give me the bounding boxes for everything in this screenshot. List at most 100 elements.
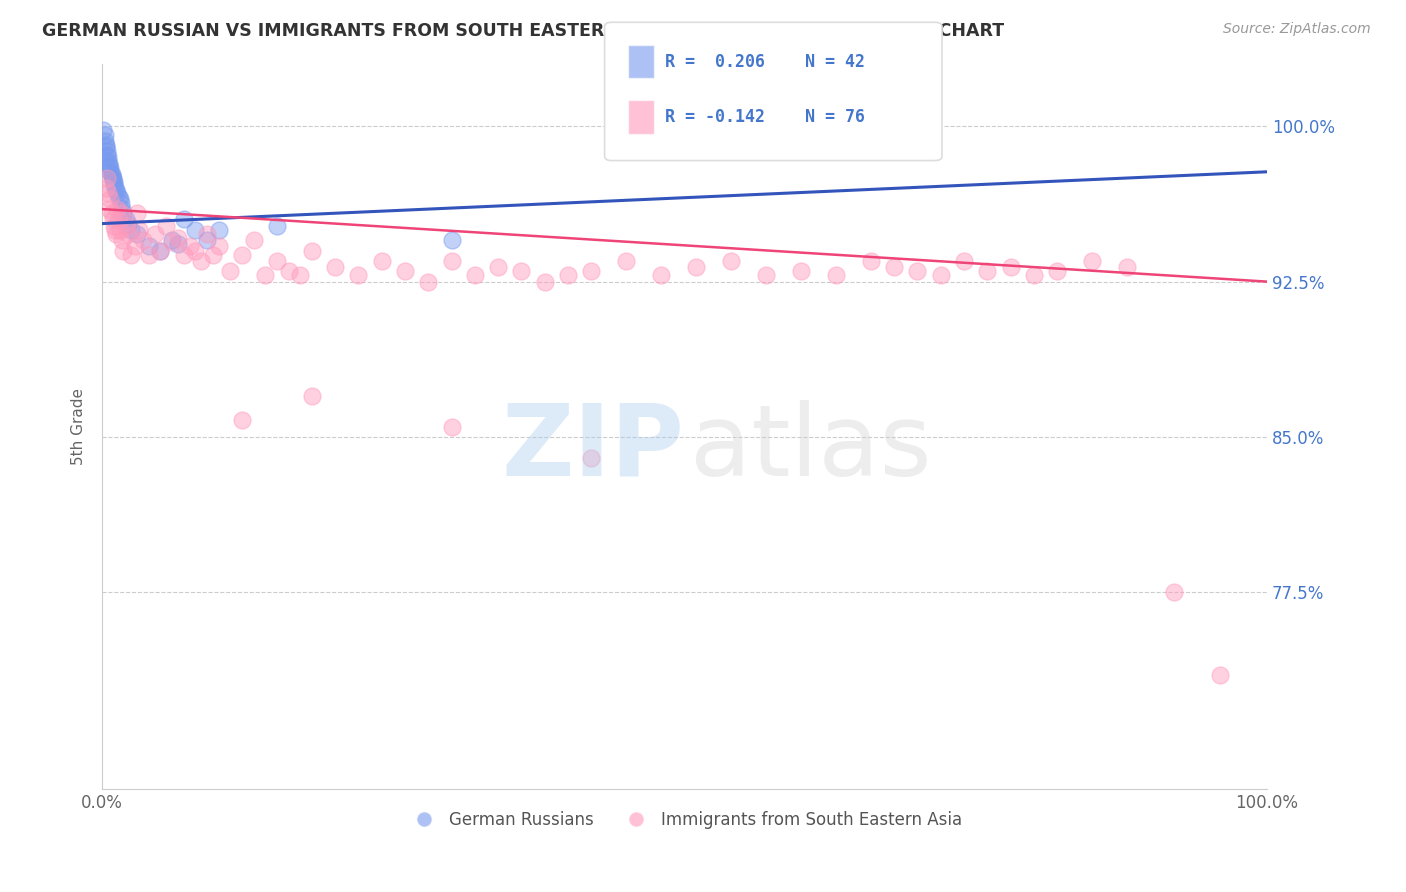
- Point: [101, 171, 124, 186]
- Point: [120, 223, 142, 237]
- Point: [107, 189, 129, 203]
- Point: [790, 264, 813, 278]
- Point: [301, 388, 323, 402]
- Point: [440, 419, 463, 434]
- Point: [103, 178, 125, 192]
- Point: [1081, 253, 1104, 268]
- Point: [301, 244, 323, 258]
- Point: [929, 268, 952, 283]
- Point: [976, 264, 998, 278]
- Point: [1000, 260, 1022, 274]
- Point: [208, 239, 231, 253]
- Point: [124, 239, 146, 253]
- Point: [104, 181, 127, 195]
- Point: [96, 148, 118, 162]
- Point: [254, 268, 277, 283]
- Point: [101, 212, 124, 227]
- Point: [614, 253, 637, 268]
- Point: [1116, 260, 1139, 274]
- Point: [650, 268, 672, 283]
- Point: [98, 159, 121, 173]
- Point: [108, 223, 131, 237]
- Point: [160, 235, 183, 250]
- Point: [825, 268, 848, 283]
- Point: [120, 248, 142, 262]
- Point: [190, 253, 212, 268]
- Point: [581, 264, 603, 278]
- Point: [93, 123, 115, 137]
- Point: [97, 150, 120, 164]
- Point: [98, 192, 121, 206]
- Point: [98, 202, 121, 216]
- Point: [201, 248, 224, 262]
- Point: [167, 237, 190, 252]
- Point: [533, 275, 555, 289]
- Point: [101, 173, 124, 187]
- Text: R =  0.206    N = 42: R = 0.206 N = 42: [665, 53, 865, 70]
- Point: [143, 227, 166, 241]
- Point: [111, 233, 134, 247]
- Point: [394, 264, 416, 278]
- Point: [347, 268, 370, 283]
- Point: [859, 253, 882, 268]
- Point: [755, 268, 778, 283]
- Point: [1209, 668, 1232, 682]
- Point: [907, 264, 929, 278]
- Point: [179, 239, 201, 253]
- Text: Source: ZipAtlas.com: Source: ZipAtlas.com: [1223, 22, 1371, 37]
- Point: [219, 264, 242, 278]
- Point: [97, 154, 120, 169]
- Point: [581, 450, 603, 465]
- Point: [94, 137, 117, 152]
- Point: [184, 244, 207, 258]
- Point: [98, 165, 121, 179]
- Point: [132, 233, 155, 247]
- Point: [149, 244, 172, 258]
- Point: [173, 212, 195, 227]
- Point: [97, 186, 120, 200]
- Point: [371, 253, 394, 268]
- Point: [105, 184, 128, 198]
- Point: [883, 260, 905, 274]
- Point: [195, 233, 218, 247]
- Point: [486, 260, 509, 274]
- Point: [94, 140, 117, 154]
- Point: [107, 212, 129, 227]
- Point: [138, 239, 160, 253]
- Point: [266, 253, 288, 268]
- Point: [1022, 268, 1045, 283]
- Point: [242, 233, 264, 247]
- Point: [464, 268, 486, 283]
- Point: [114, 212, 136, 227]
- Point: [127, 206, 149, 220]
- Point: [323, 260, 346, 274]
- Point: [277, 264, 299, 278]
- Point: [184, 223, 207, 237]
- Point: [173, 248, 195, 262]
- Point: [953, 253, 976, 268]
- Point: [149, 244, 172, 258]
- Point: [155, 219, 177, 233]
- Point: [440, 233, 463, 247]
- Point: [96, 171, 118, 186]
- Point: [105, 186, 128, 200]
- Y-axis label: 5th Grade: 5th Grade: [72, 388, 86, 465]
- Point: [510, 264, 533, 278]
- Point: [231, 248, 253, 262]
- Point: [117, 217, 139, 231]
- Point: [112, 206, 135, 220]
- Point: [110, 195, 132, 210]
- Point: [93, 128, 115, 142]
- Point: [208, 223, 231, 237]
- Point: [138, 248, 160, 262]
- Point: [108, 192, 131, 206]
- Point: [100, 167, 122, 181]
- Point: [105, 227, 128, 241]
- Point: [110, 206, 132, 220]
- Point: [720, 253, 742, 268]
- Point: [266, 219, 288, 233]
- Point: [848, 119, 870, 133]
- Point: [104, 223, 127, 237]
- Text: ZIP: ZIP: [502, 400, 685, 497]
- Text: atlas: atlas: [690, 400, 932, 497]
